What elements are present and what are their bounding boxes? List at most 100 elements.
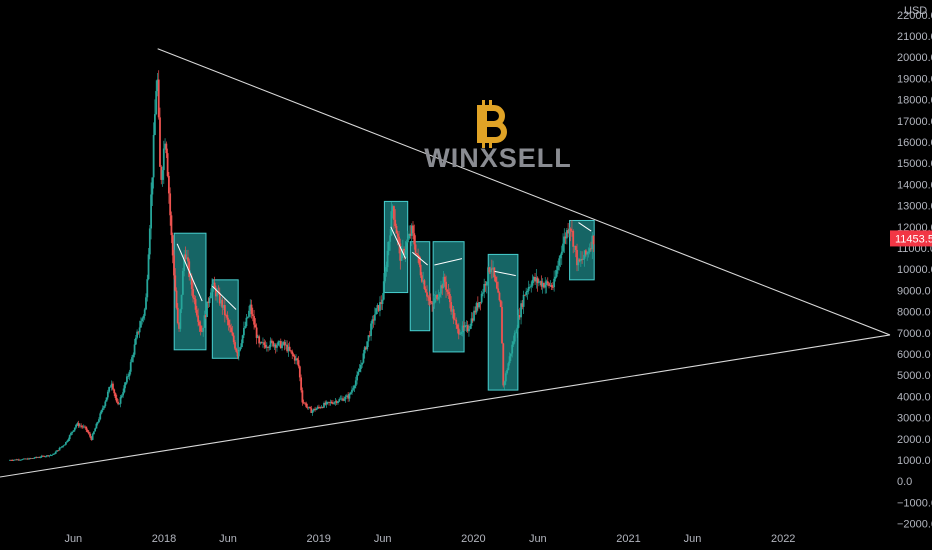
candle-body xyxy=(188,261,191,278)
candle-body xyxy=(293,356,296,361)
candle-body xyxy=(539,281,542,283)
candle-body xyxy=(264,344,267,348)
candle-body xyxy=(581,258,584,260)
candle-body xyxy=(489,268,492,273)
candle-body xyxy=(66,441,69,443)
candle-body xyxy=(349,392,352,394)
candle-body xyxy=(115,397,118,402)
time-axis[interactable]: Jun 2018 Jun 2019 Jun 2020 Jun 2021 Jun 2022 xyxy=(64,533,795,545)
candle-body xyxy=(132,354,135,358)
y-tick-label: 13000.0 xyxy=(897,201,932,213)
candle-body xyxy=(65,442,67,445)
candle-body xyxy=(365,347,367,350)
candle-body xyxy=(215,288,217,297)
candle-body xyxy=(213,282,216,289)
candle-body xyxy=(501,306,503,344)
candle-body xyxy=(555,270,558,277)
candle-body xyxy=(17,459,20,461)
candle-body xyxy=(518,315,521,318)
y-tick-label: −1000.0 xyxy=(897,497,932,509)
candle-body xyxy=(81,426,84,428)
candle-body xyxy=(592,235,595,245)
candle-body xyxy=(372,319,375,321)
candle-body xyxy=(152,134,155,178)
candle-body xyxy=(464,325,467,328)
candle-body xyxy=(30,458,33,459)
candle-body xyxy=(184,254,187,259)
candle-body xyxy=(23,458,25,460)
candle-body xyxy=(434,294,437,299)
candle-body xyxy=(401,248,404,251)
candle-body xyxy=(19,459,22,461)
candle-body xyxy=(309,406,311,409)
candle-body xyxy=(574,246,577,250)
box-midline xyxy=(578,222,592,232)
candle-body xyxy=(529,286,531,288)
candle-body xyxy=(249,304,252,311)
candle-body xyxy=(380,302,383,305)
candle-body xyxy=(385,267,388,272)
candle-body xyxy=(358,369,361,372)
candle-body xyxy=(148,228,151,255)
candle-body xyxy=(151,177,154,195)
candle-body xyxy=(479,302,482,303)
candle-body xyxy=(408,233,411,239)
candle-body xyxy=(587,251,590,253)
candle-body xyxy=(515,332,517,334)
candle-body xyxy=(482,292,484,294)
candle-body xyxy=(440,285,442,294)
candle-body xyxy=(267,347,269,348)
candle-body xyxy=(320,407,323,408)
candle-body xyxy=(26,458,29,460)
y-tick-label: 9000.0 xyxy=(897,285,931,297)
btc-top-tick-2 xyxy=(489,100,492,108)
candle-body xyxy=(550,285,553,288)
candle-body xyxy=(302,402,305,404)
candle-body xyxy=(384,271,386,282)
candle-body xyxy=(457,328,460,335)
candle-body xyxy=(297,360,300,367)
candle-body xyxy=(221,299,224,308)
candle-body xyxy=(399,243,402,261)
candle-body xyxy=(114,393,117,398)
candle-body xyxy=(329,402,332,403)
candle-body xyxy=(150,194,152,229)
candle-body xyxy=(103,405,105,409)
candle-body xyxy=(137,331,140,333)
candle-body xyxy=(513,333,516,342)
candle-body xyxy=(72,430,75,432)
candle-body xyxy=(379,302,381,311)
candle-body xyxy=(178,322,180,329)
candle-body xyxy=(470,318,473,326)
candle-body xyxy=(48,455,51,457)
candle-body xyxy=(113,389,116,394)
y-tick-label: 4000.0 xyxy=(897,391,931,403)
candle-body xyxy=(20,459,23,461)
candle-body xyxy=(460,332,463,334)
candle-body xyxy=(45,455,48,457)
candle-body xyxy=(319,407,322,409)
candle-body xyxy=(340,398,343,400)
candle-body xyxy=(106,391,109,398)
candle-body xyxy=(466,325,469,332)
candle-body xyxy=(504,373,507,382)
candle-body xyxy=(170,215,173,236)
candle-body xyxy=(38,457,41,459)
candle-body xyxy=(332,403,334,404)
candle-body xyxy=(190,276,193,289)
candle-body xyxy=(354,380,357,386)
candle-body xyxy=(484,284,487,286)
candle-body xyxy=(485,281,488,286)
candle-body xyxy=(497,288,500,293)
candle-body xyxy=(143,309,146,316)
candle-body xyxy=(351,389,353,393)
candle-body xyxy=(90,436,93,440)
candle-body xyxy=(591,235,594,250)
currency-label: USD xyxy=(904,5,927,17)
candle-body xyxy=(393,206,395,220)
candle-body xyxy=(347,395,350,399)
candle-body xyxy=(409,233,412,236)
candle-body xyxy=(534,277,536,282)
candle-body xyxy=(557,265,559,271)
